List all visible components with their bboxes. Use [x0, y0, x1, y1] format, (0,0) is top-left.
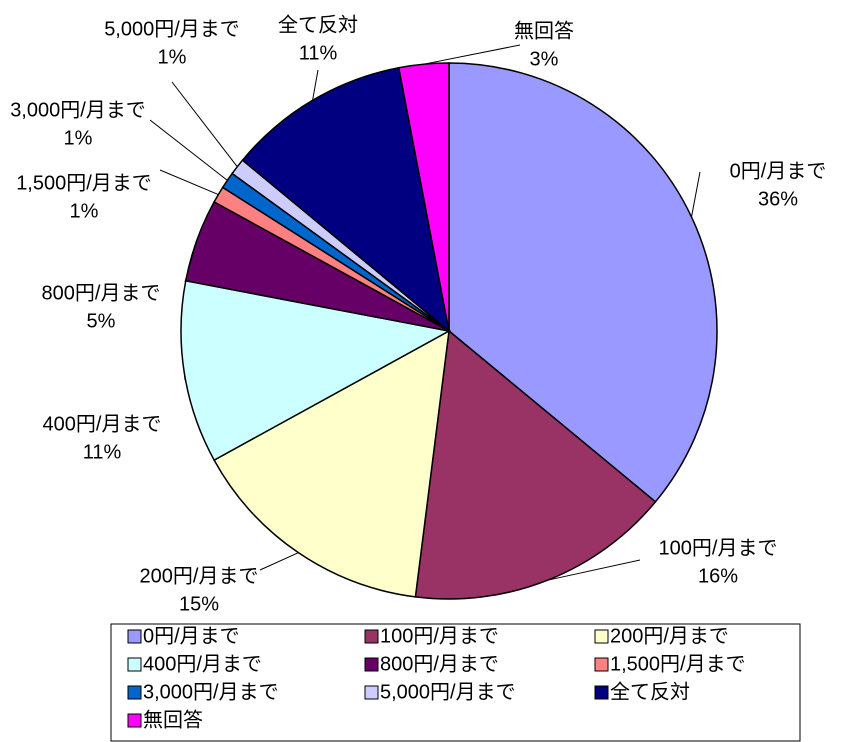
slice-label: 無回答 — [514, 19, 574, 42]
slice-value: 11% — [83, 441, 122, 463]
legend-swatch — [127, 685, 142, 700]
slice-label: 800円/月まで — [42, 282, 161, 304]
leader-line — [312, 69, 319, 101]
legend-label: 800円/月まで — [380, 653, 499, 675]
slice-value: 1% — [64, 127, 93, 149]
slice-label: 1,500円/月まで — [16, 172, 152, 194]
slice-label: 400円/月まで — [43, 413, 162, 435]
leader-line — [184, 240, 198, 283]
legend-label: 無回答 — [143, 708, 203, 731]
legend-label: 5,000円/月まで — [380, 681, 516, 703]
slice-value: 5% — [87, 310, 116, 332]
slice-value: 3% — [530, 48, 559, 70]
leader-line — [547, 559, 641, 581]
leader-line — [149, 119, 228, 181]
legend-label: 100円/月まで — [380, 625, 499, 647]
slice-label: 0円/月まで — [730, 160, 827, 182]
legend-label: 1,500円/月まで — [610, 653, 746, 675]
leader-line — [183, 372, 186, 381]
legend-label: 400円/月まで — [143, 653, 262, 675]
slice-label: 100円/月まで — [659, 537, 778, 559]
slice-value: 1% — [70, 200, 99, 222]
slice-value: 1% — [158, 46, 187, 68]
legend-box — [110, 623, 801, 742]
legend-label: 全て反対 — [610, 680, 690, 703]
legend-swatch — [364, 657, 379, 672]
legend-swatch — [594, 657, 609, 672]
leader-line — [259, 552, 299, 571]
slice-label: 5,000円/月まで — [104, 18, 240, 40]
legend-swatch — [364, 685, 379, 700]
legend-label: 200円/月まで — [610, 625, 729, 647]
slice-value: 15% — [179, 593, 219, 615]
slice-label: 全て反対 — [278, 13, 358, 36]
pie-slice — [448, 62, 718, 503]
legend-swatch — [127, 629, 142, 644]
slice-label: 200円/月まで — [140, 565, 259, 587]
legend-swatch — [127, 713, 142, 728]
slice-value: 11% — [299, 42, 338, 64]
slice-value: 16% — [698, 565, 738, 587]
legend-swatch — [594, 629, 609, 644]
legend-swatch — [594, 685, 609, 700]
leader-line — [423, 44, 521, 65]
legend-label: 3,000円/月まで — [143, 681, 279, 703]
legend-swatch — [127, 657, 142, 672]
pie-slice — [213, 329, 450, 598]
leader-line — [171, 81, 238, 168]
slice-value: 36% — [758, 188, 798, 210]
leader-line — [691, 171, 701, 217]
leader-line — [159, 169, 219, 196]
slice-label: 3,000円/月まで — [10, 99, 146, 121]
legend-label: 0円/月まで — [143, 625, 240, 647]
legend-swatch — [364, 629, 379, 644]
